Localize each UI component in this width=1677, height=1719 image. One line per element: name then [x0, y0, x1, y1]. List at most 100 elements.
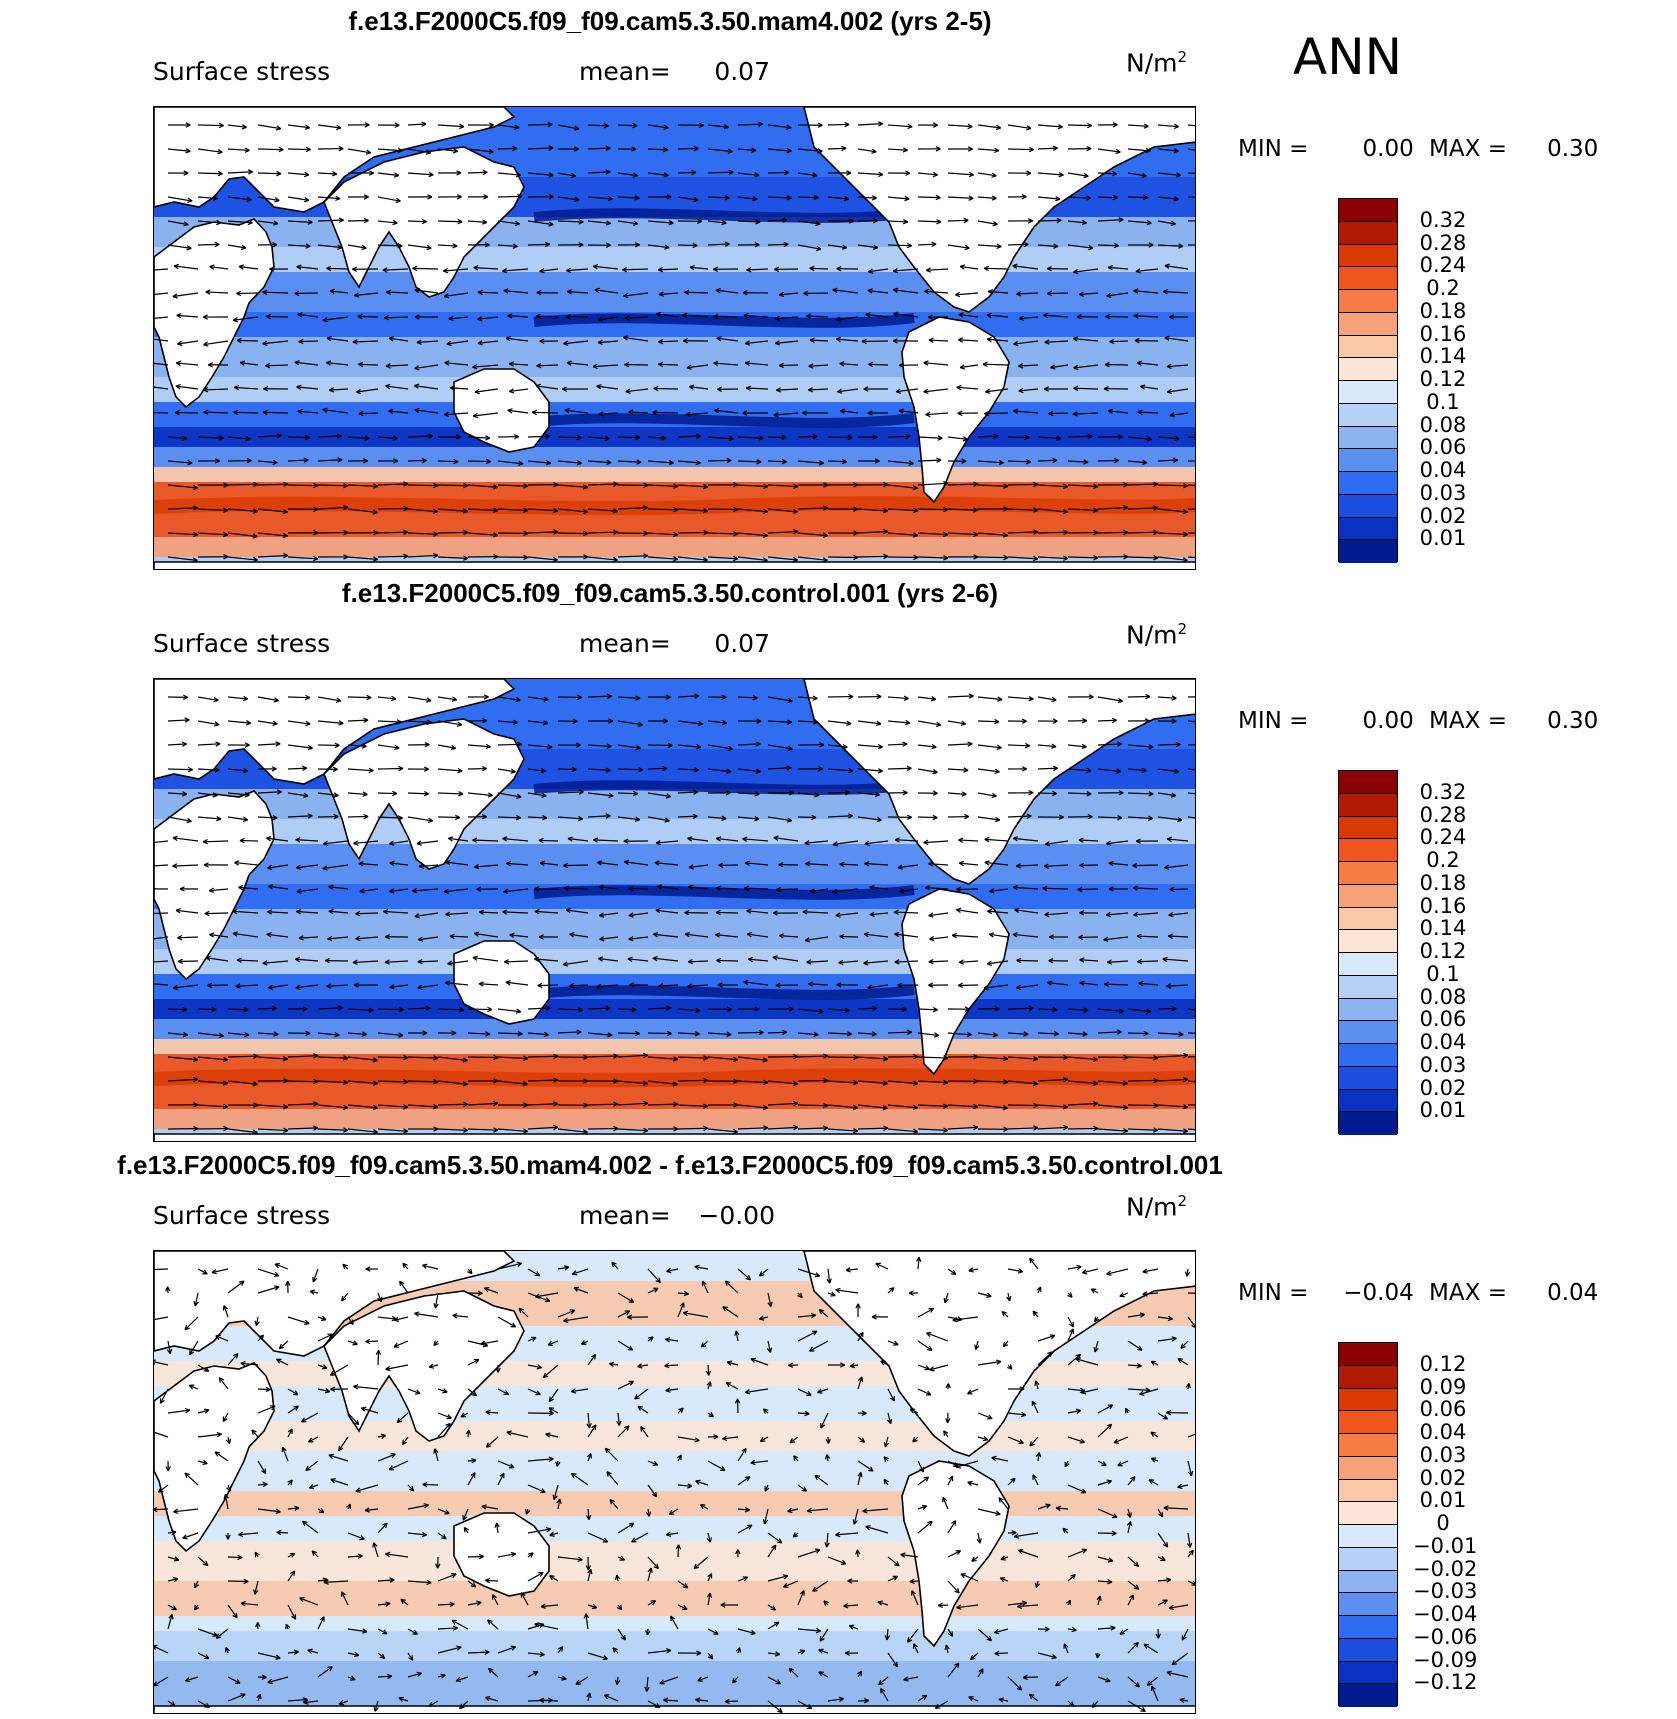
- colorbar-swatch: [1339, 1343, 1397, 1366]
- colorbar-swatch: [1339, 290, 1397, 313]
- land-mass: [154, 1251, 516, 1357]
- colorbar-tick-label: 0.16: [1419, 321, 1467, 346]
- colorbar-swatch: [1339, 335, 1397, 359]
- colorbar-tick-label: 0.08: [1419, 412, 1467, 437]
- colorbar-swatch: [1339, 884, 1397, 908]
- colorbar-swatch: [1339, 1434, 1397, 1457]
- colorbar-tick-label: 0.1: [1426, 389, 1460, 414]
- min-max-readout: MIN = 0.00 MAX = 0.30: [1238, 708, 1598, 734]
- field-band: [154, 1019, 1195, 1039]
- colorbar-tick-label: −0.03: [1413, 1579, 1478, 1604]
- colorbar: [1338, 770, 1398, 1135]
- units-label: N/m2: [1126, 620, 1188, 650]
- colorbar-tick-label: 0.16: [1419, 893, 1467, 918]
- colorbar-tick-label: 0.2: [1426, 276, 1460, 300]
- colorbar-tick-label: 0.28: [1419, 802, 1467, 827]
- colorbar-tick-label: 0.04: [1419, 1420, 1467, 1444]
- max-value: 0.30: [1547, 708, 1599, 734]
- field-band: [154, 272, 1195, 312]
- colorbar-tick-label: 0.24: [1419, 253, 1467, 278]
- colorbar-tick-label: −0.02: [1413, 1556, 1478, 1581]
- max-label: MAX =: [1429, 136, 1507, 162]
- colorbar-swatch: [1339, 1112, 1397, 1135]
- colorbar-swatch: [1339, 1089, 1397, 1113]
- colorbar-swatch: [1339, 771, 1397, 794]
- land-mass: [453, 940, 550, 1025]
- land-mass: [154, 1133, 1195, 1141]
- colorbar-tick-label: 0.12: [1419, 367, 1467, 391]
- colorbar-swatch: [1339, 930, 1397, 953]
- colorbar-swatch: [1339, 998, 1397, 1022]
- max-value: 0.30: [1547, 136, 1599, 162]
- colorbar-tick-label: −0.01: [1413, 1533, 1478, 1558]
- colorbar-swatch: [1339, 426, 1397, 450]
- land-mass: [803, 1251, 1195, 1457]
- panel-control: f.e13.F2000C5.f09_f09.cam5.3.50.control.…: [0, 572, 1677, 1144]
- mean-label: mean=: [579, 629, 671, 658]
- mean-value: 0.07: [714, 629, 770, 658]
- jet-streak: [533, 413, 915, 428]
- mean-value: 0.07: [714, 57, 770, 86]
- colorbar-swatch: [1339, 975, 1397, 999]
- max-value: 0.04: [1547, 1280, 1599, 1306]
- stress-map: [153, 678, 1196, 1142]
- colorbar-tick-label: −0.04: [1413, 1602, 1478, 1626]
- field-band: [154, 337, 1195, 377]
- colorbar-swatch: [1339, 839, 1397, 862]
- colorbar-swatch: [1339, 907, 1397, 931]
- colorbar-tick-label: 0.06: [1419, 435, 1467, 460]
- min-value: 0.00: [1362, 708, 1414, 734]
- colorbar-tick-label: 0.12: [1419, 1351, 1467, 1376]
- colorbar-tick-label: 0.24: [1419, 825, 1467, 850]
- colorbar-tick-label: −0.12: [1413, 1670, 1478, 1695]
- field-band: [154, 1109, 1195, 1129]
- colorbar-swatch: [1339, 1570, 1397, 1594]
- land-mass: [154, 218, 275, 409]
- jet-streak: [154, 496, 1195, 516]
- field-band: [154, 1581, 1195, 1616]
- jet-streak: [154, 1068, 1195, 1088]
- colorbar-swatch: [1339, 1456, 1397, 1480]
- field-band: [154, 1631, 1195, 1661]
- land-mass: [154, 1362, 275, 1553]
- colorbar-tick-label: 0.14: [1419, 916, 1467, 941]
- stress-difference-map: [153, 1250, 1196, 1714]
- field-band: [154, 537, 1195, 557]
- colorbar-tick-label: 0.06: [1419, 1007, 1467, 1032]
- min-label: MIN =: [1238, 1280, 1309, 1306]
- units-label: N/m2: [1126, 48, 1188, 78]
- colorbar-swatch: [1339, 793, 1397, 817]
- colorbar-swatch: [1339, 540, 1397, 563]
- colorbar: [1338, 198, 1398, 563]
- colorbar-swatch: [1339, 312, 1397, 336]
- colorbar-tick-label: 0.02: [1419, 1075, 1467, 1100]
- field-band: [154, 1661, 1195, 1706]
- colorbar-swatch: [1339, 267, 1397, 290]
- colorbar-tick-label: 0.01: [1419, 1488, 1467, 1513]
- colorbar-tick-label: 0.03: [1419, 480, 1467, 505]
- colorbar-tick-label: 0.04: [1419, 1030, 1467, 1054]
- panel-title: f.e13.F2000C5.f09_f09.cam5.3.50.mam4.002…: [348, 6, 992, 36]
- field-band: [154, 1039, 1195, 1054]
- colorbar-swatch: [1339, 199, 1397, 222]
- min-label: MIN =: [1238, 136, 1309, 162]
- wind-vectors: [154, 693, 1195, 1135]
- colorbar-swatch: [1339, 1021, 1397, 1044]
- field-band: [154, 1421, 1195, 1451]
- field-band: [154, 1491, 1195, 1516]
- colorbar-swatch: [1339, 816, 1397, 840]
- land-mass: [154, 679, 516, 785]
- colorbar-swatch: [1339, 1479, 1397, 1503]
- colorbar-swatch: [1339, 1044, 1397, 1067]
- colorbar-swatch: [1339, 1684, 1397, 1707]
- mean-label: mean=: [579, 1201, 671, 1230]
- mean-label: mean=: [579, 57, 671, 86]
- colorbar-swatch: [1339, 449, 1397, 472]
- colorbar-tick-label: −0.09: [1413, 1647, 1478, 1672]
- colorbar: [1338, 1342, 1398, 1707]
- panel-title: f.e13.F2000C5.f09_f09.cam5.3.50.control.…: [341, 578, 999, 608]
- land-mass: [901, 888, 1010, 1076]
- colorbar-tick-label: 0.12: [1419, 939, 1467, 963]
- land-mass: [154, 561, 1195, 569]
- jet-streak: [533, 985, 915, 1000]
